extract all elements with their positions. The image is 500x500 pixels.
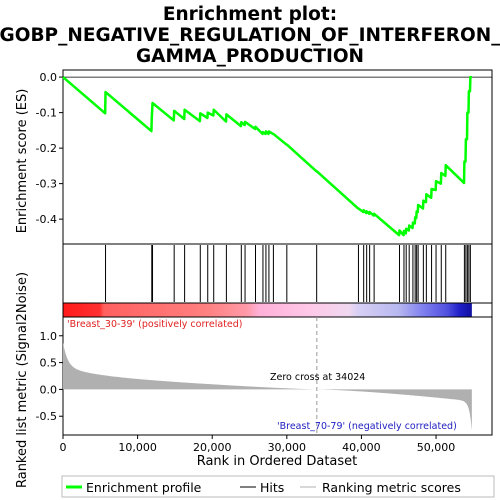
- x-tick-label: 20,000: [193, 441, 232, 454]
- es-ytick-label: 0.0: [40, 71, 58, 84]
- legend-box: [61, 475, 495, 498]
- chart-title: Enrichment plot: GOBP_NEGATIVE_REGULATIO…: [0, 4, 500, 67]
- ranking-color-bar: [63, 303, 472, 317]
- ranking-metric-area: [63, 342, 472, 431]
- es-ytick-label: -0.4: [36, 213, 57, 226]
- pos-corr-label: 'Breast_30-39' (positively correlated): [67, 319, 243, 330]
- metric-ytick-label: -0.5: [36, 410, 57, 423]
- enrichment-profile-line: [62, 75, 472, 237]
- zero-cross-label: Zero cross at 34024: [270, 372, 365, 383]
- x-tick-label: 0: [60, 441, 67, 454]
- legend-hits-label: Hits: [260, 480, 284, 495]
- es-frame: [62, 69, 493, 245]
- x-axis: 0 10,000 20,000 30,000 40,000 50,000: [60, 435, 456, 454]
- es-ytick-label: -0.2: [36, 142, 57, 155]
- es-ytick-label: -0.1: [36, 107, 57, 120]
- legend-profile-label: Enrichment profile: [86, 480, 202, 495]
- x-tick-label: 40,000: [342, 441, 381, 454]
- neg-corr-label: 'Breast_70-79' (negatively correlated): [277, 421, 457, 432]
- metric-ytick-label: 1.0: [40, 330, 58, 343]
- metric-ytick-label: 0.0: [40, 383, 58, 396]
- title-line-2: GOBP_NEGATIVE_REGULATION_OF_INTERFERON_: [0, 25, 500, 46]
- x-axis-label: Rank in Ordered Dataset: [197, 454, 358, 469]
- title-line-3: GAMMA_PRODUCTION: [136, 46, 364, 67]
- ranking-bar-panel: [62, 302, 493, 318]
- hits-panel: [62, 243, 493, 304]
- x-tick-label: 30,000: [268, 441, 307, 454]
- es-panel: 0.0 -0.1 -0.2 -0.3 -0.4: [36, 69, 493, 245]
- y-axis-label-es: Enrichment score (ES): [15, 89, 30, 234]
- legend: Enrichment profile Hits Ranking metric s…: [61, 475, 495, 498]
- es-ytick-label: -0.3: [36, 178, 57, 191]
- hits-frame: [62, 243, 493, 304]
- metric-ytick-label: 0.5: [40, 357, 58, 370]
- title-line-1: Enrichment plot:: [163, 4, 337, 25]
- metric-frame: [62, 316, 493, 436]
- x-tick-label: 50,000: [417, 441, 456, 454]
- x-tick-label: 10,000: [118, 441, 157, 454]
- metric-panel: 1.0 0.5 0.0 -0.5: [36, 316, 493, 436]
- legend-metric-label: Ranking metric scores: [322, 480, 461, 495]
- y-axis-label-metric: Ranked list metric (Signal2Noise): [15, 272, 30, 488]
